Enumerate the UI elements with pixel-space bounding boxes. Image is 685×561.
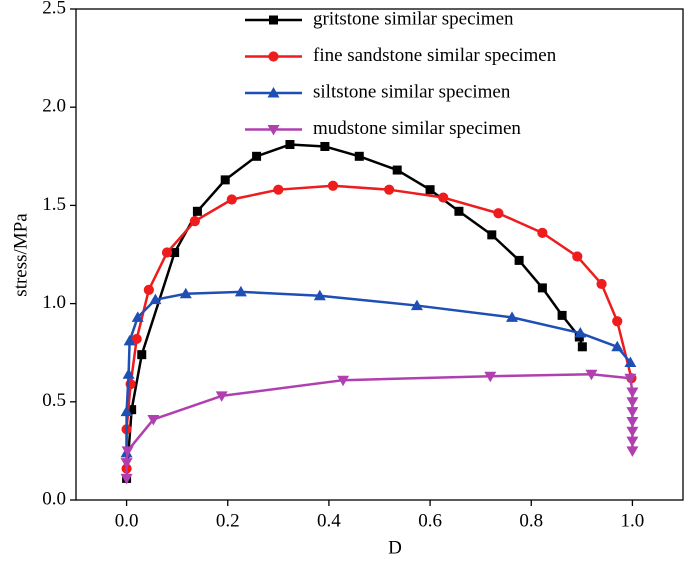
data-point [438,192,449,203]
y-tick-label: 0.5 [42,390,66,411]
y-tick-label: 1.0 [42,292,66,313]
data-point [131,311,144,322]
data-point [577,342,587,352]
data-point [514,255,524,265]
data-point [215,391,228,402]
data-point [425,185,435,195]
data-point [327,180,339,191]
data-point [220,175,230,185]
legend-label: mudstone similar specimen [313,118,521,139]
data-point [120,458,133,469]
legend-marker [267,87,280,98]
data-point [611,340,624,352]
data-point [170,248,180,258]
data-point [626,407,639,418]
legend-marker [268,51,279,62]
data-point [147,414,160,426]
data-point [226,194,237,205]
data-point [122,368,135,379]
legend-marker [269,15,278,25]
data-point [557,310,567,320]
data-point [121,446,134,457]
data-point [143,284,154,295]
legend-marker [267,125,280,136]
data-point [626,387,639,398]
data-point [572,251,583,262]
data-point [120,405,133,417]
data-point [313,289,326,301]
data-point [131,333,142,345]
x-tick-label: 0.8 [519,510,543,531]
data-point [624,373,637,385]
legend-label: fine sandstone similar specimen [313,45,557,66]
plot-frame [75,8,684,501]
data-point [537,227,548,238]
data-point [506,311,519,322]
data-point [585,369,598,381]
data-point [285,140,295,150]
legend-label: siltstone similar specimen [313,81,511,102]
data-point [493,208,504,219]
data-point [179,287,192,299]
data-point [537,283,547,293]
data-point [234,285,247,297]
data-point [252,151,262,161]
data-point [273,184,284,195]
data-point [624,356,637,368]
y-axis-label: stress/MPa [10,213,31,297]
y-tick-label: 0.0 [42,488,66,509]
data-point [149,293,162,305]
data-point [127,405,137,415]
data-point [612,316,623,327]
data-point [626,426,639,438]
data-point [596,278,607,290]
data-point [626,446,639,457]
data-point [120,473,133,485]
data-point [320,141,330,151]
data-point [137,350,147,360]
data-point [354,151,364,161]
data-point [192,206,202,216]
data-point [410,299,423,311]
x-axis-label: D [388,537,402,558]
x-tick-label: 0.2 [216,510,240,531]
x-tick-label: 0.4 [317,510,341,531]
data-point [484,371,497,383]
legend-label: gritstone similar specimen [313,8,514,29]
series-line [125,373,634,479]
series-line [125,143,584,479]
data-point [392,165,402,175]
data-point [626,397,639,408]
x-tick-label: 1.0 [621,510,645,531]
data-point [384,184,395,195]
data-point [189,216,200,227]
data-point [337,375,350,387]
data-point [487,230,497,240]
data-point [454,206,464,216]
x-tick-label: 0.6 [418,510,442,531]
data-point [123,334,136,346]
y-tick-label: 2.0 [42,96,66,117]
data-point [626,416,639,428]
series-line [125,184,633,469]
data-point [161,247,173,258]
y-tick-label: 1.5 [42,194,66,215]
y-tick-label: 2.5 [42,0,66,18]
data-point [626,436,639,448]
x-tick-label: 0.0 [115,510,139,531]
data-point [574,327,587,338]
series-line [125,290,632,453]
